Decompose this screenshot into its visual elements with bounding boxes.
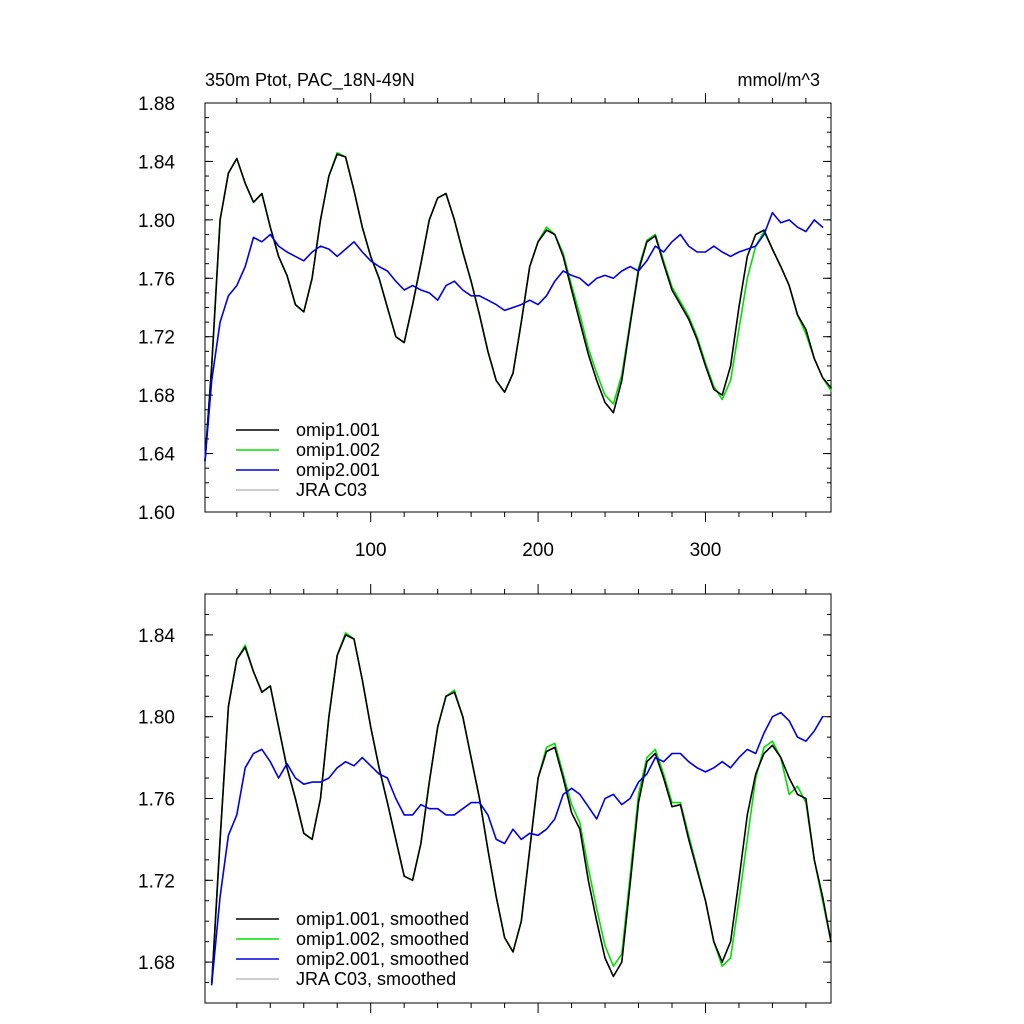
legend-label: omip1.001, smoothed — [296, 909, 469, 929]
ytick-label: 1.76 — [138, 790, 175, 811]
top-chart-title: 350m Ptot, PAC_18N-49N — [205, 70, 415, 91]
top-chart-units: mmol/m^3 — [738, 70, 820, 90]
legend-label: omip1.002, smoothed — [296, 929, 469, 949]
series-line-omip2-001 — [204, 211, 824, 462]
ytick-label: 1.76 — [138, 269, 175, 290]
ytick-label: 1.68 — [138, 953, 175, 974]
xtick-label: 100 — [355, 540, 387, 561]
ytick-label: 1.88 — [138, 94, 175, 115]
bottom-ticks: 1.68 1.72 1.76 1.80 1.84 — [138, 584, 831, 1013]
legend-label: omip1.001 — [296, 420, 380, 440]
ytick-label: 1.72 — [138, 871, 175, 892]
legend-label: JRA C03, smoothed — [296, 969, 456, 989]
bottom-chart-panel: 1.68 1.72 1.76 1.80 1.84 omip1.001, smoothed… — [138, 584, 832, 1013]
legend-label: omip2.001, smoothed — [296, 949, 469, 969]
xtick-label: 300 — [690, 540, 722, 561]
ytick-label: 1.80 — [138, 211, 175, 232]
top-ticks: 1.60 1.64 1.68 1.72 1.76 1.80 1.84 1.88 100 200 30… — [138, 93, 831, 561]
ytick-label: 1.72 — [138, 328, 175, 349]
ytick-label: 1.64 — [138, 445, 175, 466]
legend-label: JRA C03 — [296, 480, 367, 500]
top-chart-panel: 350m Ptot, PAC_18N-49N mmol/m^3 1.60 1.64… — [138, 70, 832, 561]
bottom-series-lines — [210, 632, 832, 986]
series-line-omip1-001-smoothed — [210, 634, 832, 986]
legend-label: omip2.001 — [296, 460, 380, 480]
xtick-label: 200 — [522, 540, 554, 561]
ytick-label: 1.60 — [138, 503, 175, 524]
series-line-omip1-001 — [204, 153, 832, 462]
ytick-label: 1.80 — [138, 708, 175, 729]
legend-label: omip1.002 — [296, 440, 380, 460]
ytick-label: 1.84 — [138, 152, 175, 173]
ytick-label: 1.84 — [138, 626, 175, 647]
ytick-label: 1.68 — [138, 386, 175, 407]
series-line-omip2-001-smoothed — [210, 711, 824, 986]
top-series-lines — [204, 151, 832, 462]
